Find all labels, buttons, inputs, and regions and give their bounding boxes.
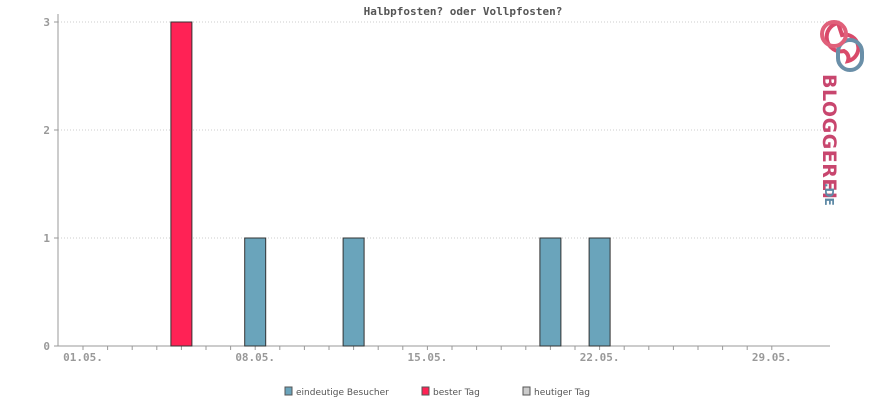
bloggerei-logo: BLOGGEREI .DE <box>818 20 864 206</box>
legend-swatch <box>522 386 531 396</box>
legend-label: eindeutige Besucher <box>296 388 389 398</box>
legend-swatch <box>421 386 430 396</box>
bar <box>588 237 611 347</box>
x-tick-labels: 01.05. 08.05. 15.05. 22.05. 29.05. <box>63 351 792 364</box>
y-tick-label: 3 <box>43 16 50 29</box>
y-tick-label: 2 <box>43 124 50 137</box>
bar <box>539 237 562 347</box>
bar <box>244 237 267 347</box>
x-tick-label: 01.05. <box>63 351 103 364</box>
x-tick-label: 22.05. <box>580 351 620 364</box>
x-tick-label: 15.05. <box>408 351 448 364</box>
x-tick-label: 29.05. <box>752 351 792 364</box>
legend-swatch <box>284 386 293 396</box>
y-tick-label: 1 <box>43 232 50 245</box>
legend-label: bester Tag <box>433 388 480 398</box>
x-tick-label: 08.05. <box>235 351 275 364</box>
legend-label: heutiger Tag <box>534 388 590 398</box>
y-tick-label: 0 <box>43 340 50 353</box>
bars <box>170 21 611 347</box>
y-tick-labels: 0 1 2 3 <box>43 16 50 353</box>
legend: eindeutige Besucher bester Tag heutiger Ta… <box>284 386 590 398</box>
bar <box>342 237 365 347</box>
bar <box>170 21 193 347</box>
logo-wordmark: BLOGGEREI <box>818 74 840 199</box>
chart-title: Halbpfosten? oder Vollpfosten? <box>364 5 563 18</box>
speech-bubbles-icon <box>820 20 864 72</box>
logo-suffix: .DE <box>822 183 836 206</box>
